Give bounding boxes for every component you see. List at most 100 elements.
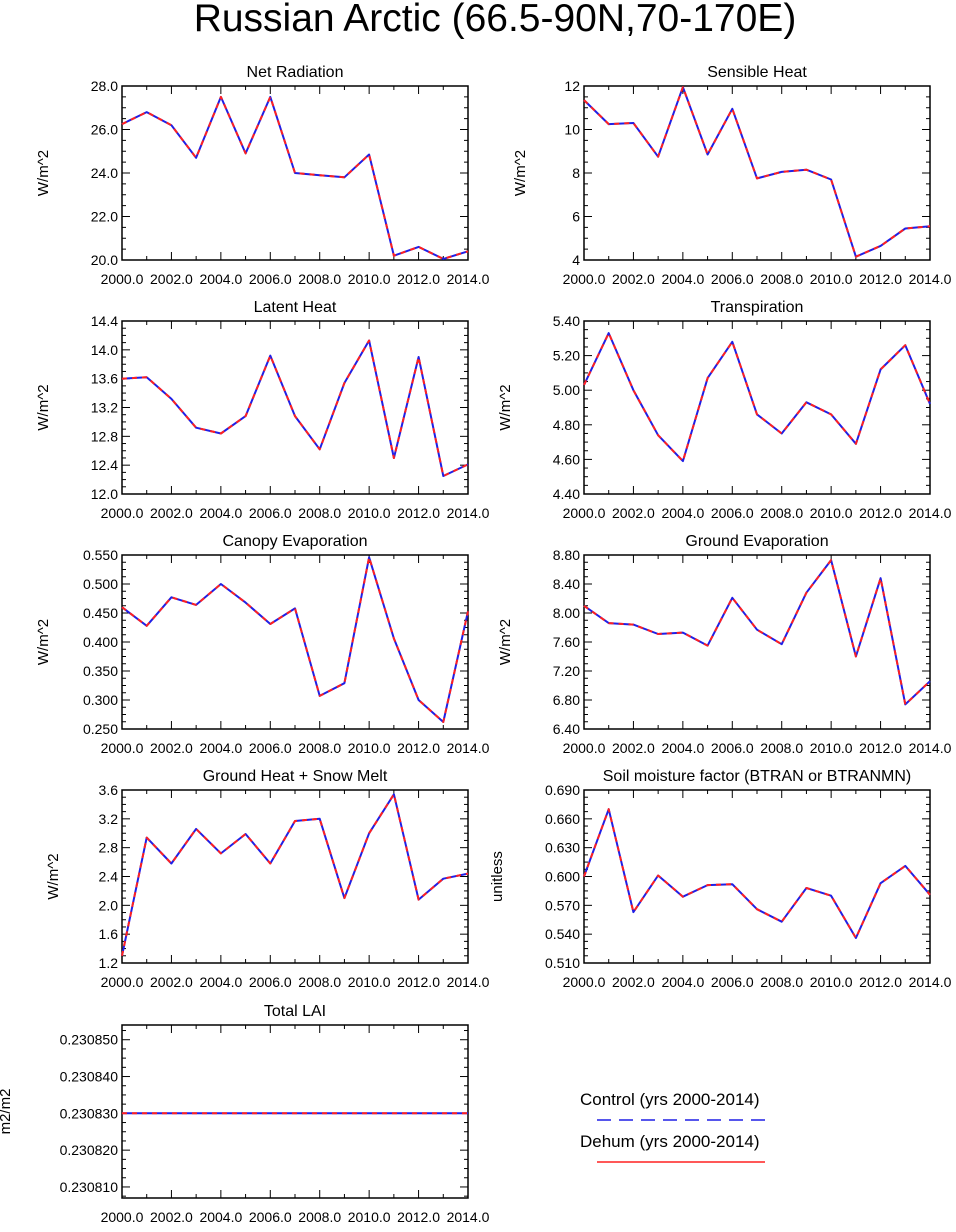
x-tick-label: 2004.0 [199,974,242,990]
y-axis-label: W/m^2 [497,619,514,665]
y-tick-label: 8.00 [553,605,580,621]
y-tick-label: 7.60 [553,634,580,650]
page-title: Russian Arctic (66.5-90N,70-170E) [193,0,797,40]
y-tick-label: 0.400 [83,634,118,650]
y-tick-label: 24.0 [91,165,118,181]
x-tick-label: 2012.0 [859,505,902,521]
y-tick-label: 4.60 [553,451,580,467]
x-tick-label: 2000.0 [101,505,144,521]
x-tick-label: 2008.0 [760,974,803,990]
x-tick-label: 2000.0 [563,974,606,990]
x-tick-label: 2014.0 [909,974,952,990]
y-tick-label: 0.230840 [60,1069,119,1085]
panel-latent-heat: Latent Heat W/m^2 2000.0 2002.0 2004.0 2006.0… [35,299,490,521]
x-tick-label: 2000.0 [101,740,144,756]
x-tick-label: 2002.0 [150,1209,193,1225]
x-tick-label: 2004.0 [661,271,704,287]
plot-frame [583,789,931,964]
x-tick-label: 2008.0 [760,740,803,756]
y-tick-label: 14.4 [91,313,118,329]
y-axis-label: W/m^2 [512,150,529,196]
x-tick-label: 2014.0 [447,271,490,287]
series-line-control [583,332,931,463]
panel-net-radiation: Net Radiation W/m^2 2000.0 2002.0 2004.0 2006… [35,64,490,287]
y-tick-label: 2.4 [99,869,119,885]
y-axis-label: W/m^2 [35,619,52,665]
series-line-dehum [583,86,931,258]
x-tick-label: 2006.0 [249,1209,292,1225]
x-tick-label: 2000.0 [563,271,606,287]
y-axis-label: m2/m2 [0,1089,14,1135]
panel-title: Total LAI [264,1003,326,1020]
x-tick-label: 2008.0 [298,271,341,287]
y-tick-label: 14.0 [91,342,118,358]
plot-frame [583,85,931,261]
y-tick-label: 26.0 [91,122,118,138]
plot-frame [121,789,469,964]
x-tick-label: 2012.0 [397,1209,440,1225]
series-line-dehum [121,793,469,957]
x-tick-label: 2012.0 [397,974,440,990]
x-tick-label: 2006.0 [249,271,292,287]
panel-soil-moisture-factor-btran-or-btranmn: Soil moisture factor (BTRAN or BTRANMN) u… [489,768,952,990]
panel-ground-heat-snow-melt: Ground Heat + Snow Melt W/m^2 2000.0 2002.0… [45,768,490,990]
series-line-dehum [583,332,931,463]
y-tick-label: 13.2 [91,400,118,416]
x-tick-label: 2012.0 [859,271,902,287]
x-tick-label: 2006.0 [249,740,292,756]
legend: Control (yrs 2000-2014) Dehum (yrs 2000-2… [580,1090,765,1163]
y-tick-label: 28.0 [91,78,118,94]
y-tick-label: 0.550 [83,547,118,563]
y-tick-label: 20.0 [91,252,118,268]
y-tick-label: 0.350 [83,663,118,679]
legend-label-control: Control (yrs 2000-2014) [580,1090,760,1109]
y-tick-label: 2.0 [99,897,119,913]
x-tick-label: 2006.0 [711,974,754,990]
x-tick-label: 2000.0 [563,740,606,756]
x-tick-label: 2002.0 [612,974,655,990]
x-tick-label: 2014.0 [447,740,490,756]
x-tick-label: 2010.0 [348,505,391,521]
y-tick-label: 6.40 [553,721,580,737]
y-tick-label: 5.20 [553,348,580,364]
y-tick-label: 2.8 [99,840,119,856]
x-tick-label: 2002.0 [612,271,655,287]
y-tick-label: 6 [572,209,580,225]
y-axis-label: W/m^2 [45,853,62,899]
x-tick-label: 2008.0 [760,505,803,521]
y-tick-label: 0.230810 [60,1179,119,1195]
x-tick-label: 2000.0 [101,271,144,287]
x-tick-label: 2014.0 [447,505,490,521]
x-tick-label: 2008.0 [760,271,803,287]
y-tick-label: 4 [572,252,580,268]
y-tick-label: 12.0 [91,486,118,502]
y-tick-label: 0.500 [83,576,118,592]
plot-frame [121,1024,469,1199]
x-tick-label: 2008.0 [298,1209,341,1225]
x-tick-label: 2012.0 [859,740,902,756]
y-tick-label: 13.6 [91,371,118,387]
x-tick-label: 2004.0 [199,1209,242,1225]
x-tick-label: 2000.0 [101,974,144,990]
plot-frame [583,554,931,730]
x-tick-label: 2010.0 [348,271,391,287]
x-tick-label: 2004.0 [199,740,242,756]
y-axis-label: unitless [489,851,506,902]
y-tick-label: 10 [564,122,580,138]
panel-ground-evaporation: Ground Evaporation W/m^2 2000.0 2002.0 2004.… [497,533,952,756]
y-tick-label: 8.40 [553,576,580,592]
x-tick-label: 2014.0 [447,974,490,990]
y-tick-label: 3.6 [99,782,119,798]
series-line-control [583,808,931,939]
x-tick-label: 2014.0 [909,740,952,756]
x-tick-label: 2002.0 [150,505,193,521]
x-tick-label: 2012.0 [859,974,902,990]
series-line-control [121,339,469,477]
y-tick-label: 0.300 [83,692,118,708]
y-tick-label: 0.570 [545,897,580,913]
y-tick-label: 8.80 [553,547,580,563]
x-tick-label: 2008.0 [298,974,341,990]
x-tick-label: 2002.0 [612,505,655,521]
plot-frame [121,554,469,730]
